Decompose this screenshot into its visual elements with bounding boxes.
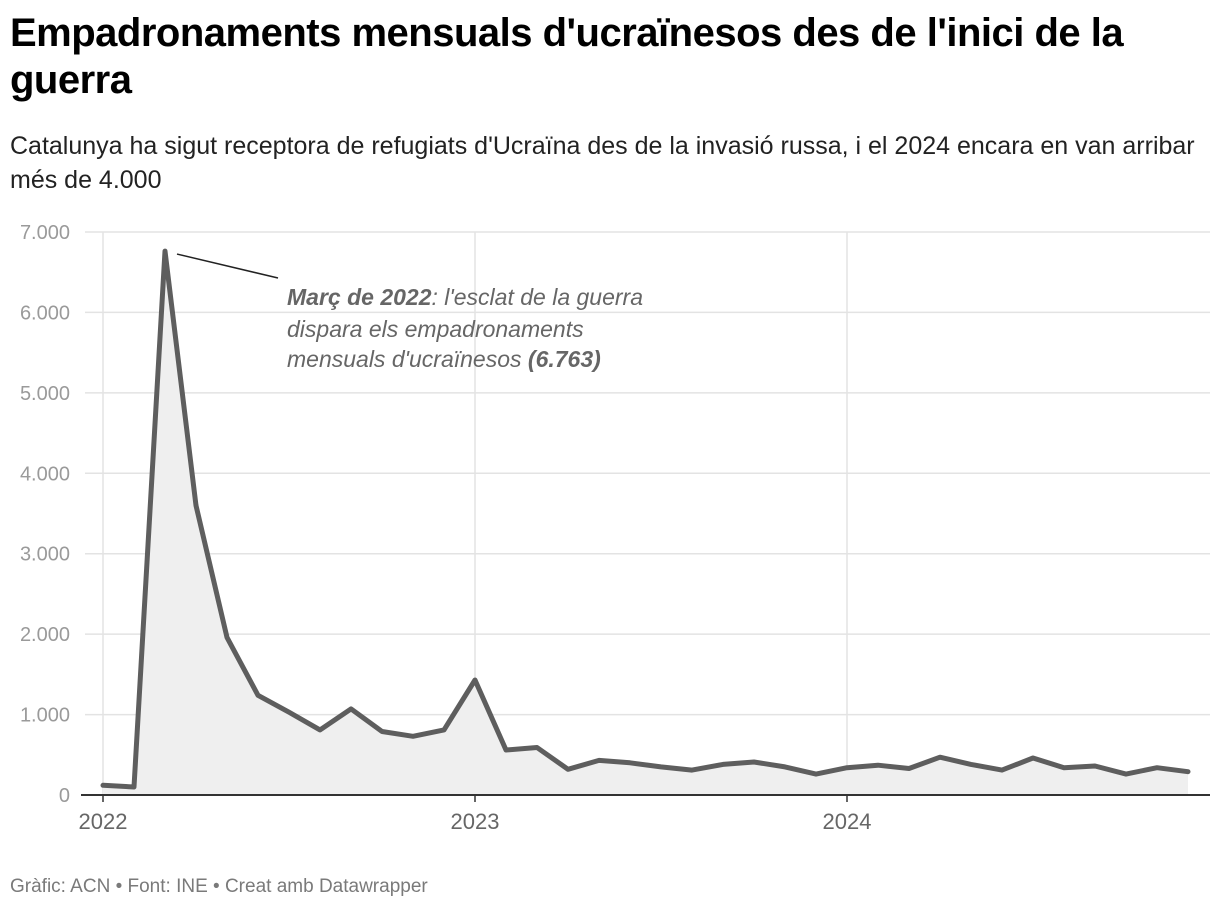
chart-footer-credit: Gràfic: ACN • Font: INE • Creat amb Data… — [10, 876, 428, 897]
chart-subtitle: Catalunya ha sigut receptora de refugiat… — [10, 132, 1195, 194]
y-tick-label: 0 — [59, 785, 70, 807]
y-tick-label: 6.000 — [20, 302, 70, 324]
annotation-line-1: Març de 2022: l'esclat de la guerra — [287, 284, 643, 310]
annotation-layer: Març de 2022: l'esclat de la guerra disp… — [176, 253, 649, 372]
annotation-bold-lead: Març de 2022 — [287, 284, 432, 310]
x-tick-label: 2023 — [451, 809, 500, 834]
line-chart: 0 1.000 2.000 3.000 4.000 5.000 6.000 7.000 2022… — [20, 222, 1210, 834]
series-line — [100, 248, 1191, 790]
x-tick-label: 2024 — [823, 809, 872, 834]
annotation-line1-rest: : l'esclat de la guerra — [431, 284, 643, 310]
y-tick-label: 4.000 — [20, 463, 70, 485]
chart-title: Empadronaments mensuals d'ucraïnesos des… — [10, 11, 1124, 102]
y-tick-label: 5.000 — [20, 383, 70, 405]
annotation-text: Març de 2022: l'esclat de la guerra disp… — [287, 284, 649, 372]
series-area — [103, 251, 1188, 796]
series-layer — [100, 248, 1191, 796]
y-tick-label: 1.000 — [20, 705, 70, 727]
y-tick-label: 3.000 — [20, 544, 70, 566]
y-tick-label: 7.000 — [20, 222, 70, 244]
annotation-line-2: dispara els empadronaments — [287, 316, 584, 342]
annotation-line-3: mensuals d'ucraïnesos (6.763) — [287, 346, 601, 372]
y-gridlines — [85, 231, 1210, 716]
axes-layer: 0 1.000 2.000 3.000 4.000 5.000 6.000 7.000 2022… — [20, 222, 1210, 834]
x-tick-label: 2022 — [79, 809, 128, 834]
annotation-line3-lead: mensuals d'ucraïnesos — [287, 346, 528, 372]
y-tick-label: 2.000 — [20, 624, 70, 646]
annotation-peak-value: (6.763) — [528, 346, 601, 372]
annotation-connector-line — [176, 253, 279, 279]
